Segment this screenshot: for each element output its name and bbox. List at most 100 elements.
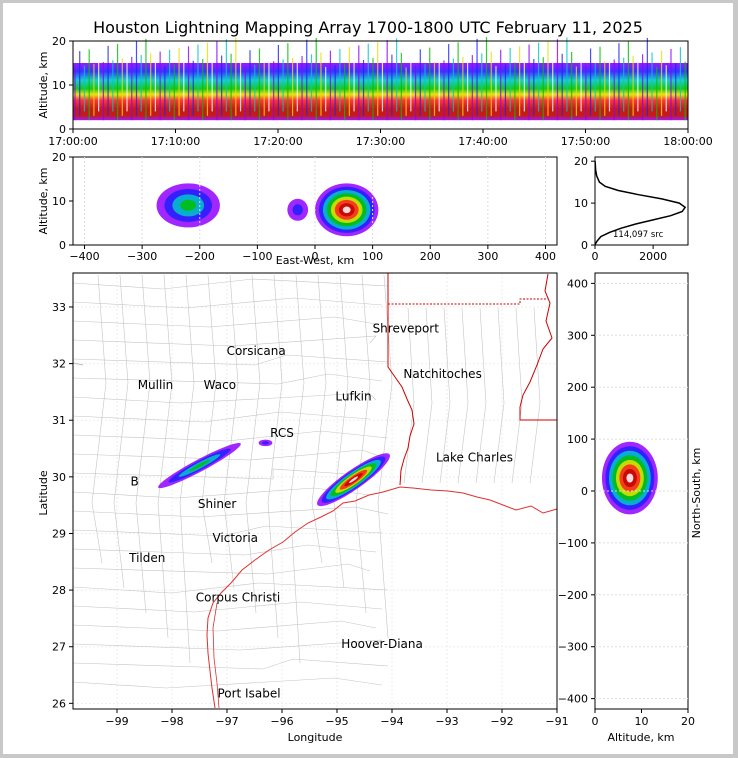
ns-height-ytick-label: −300 [558, 641, 588, 654]
plan-view-xlabel: Longitude [288, 731, 343, 744]
plan-view-ytick-label: 30 [52, 471, 66, 484]
county-line [72, 658, 389, 670]
parish-line [493, 307, 505, 484]
county-line [72, 392, 377, 404]
time-height-ytick-label: 0 [59, 123, 66, 136]
histogram-frame [594, 156, 689, 246]
county-line [289, 274, 305, 664]
plan-view-grid [73, 273, 558, 709]
time-height-xtick-label: 18:00:00 [663, 135, 712, 148]
ew-height-cluster-1-level-7 [342, 206, 351, 214]
city-label: Natchitoches [403, 367, 481, 381]
altitude-histogram-panel: 0 2000 0 10 20 114,097 src [574, 155, 689, 263]
histogram-ytick-label: 10 [574, 197, 588, 210]
arkansas-louisiana-border [388, 298, 548, 305]
ns-height-ytick-label: −100 [558, 537, 588, 550]
ew-height-xlabel: East-West, km [276, 254, 354, 267]
ew-height-xtick-label: −200 [185, 250, 215, 263]
city-label: Hoover-Diana [341, 637, 423, 651]
city-label: Shiner [198, 497, 237, 511]
county-line [245, 274, 261, 614]
county-line [72, 468, 377, 480]
parish-line [421, 307, 433, 484]
ew-height-cluster-0-level-3 [180, 199, 197, 211]
time-height-ytick-label: 10 [52, 79, 66, 92]
plan-view-xtick-label: −97 [215, 715, 238, 728]
county-line [72, 506, 389, 518]
time-height-streaks [74, 37, 686, 121]
city-label: B [130, 474, 138, 488]
ew-height-ylabel: Altitude, km [37, 167, 50, 234]
plan-view-ytick-label: 28 [52, 584, 66, 597]
ns-height-ytick-label: 200 [567, 381, 588, 394]
city-label: Lufkin [335, 389, 371, 403]
ew-height-xtick-label: 400 [535, 250, 556, 263]
ew-height-xtick-label: −300 [127, 250, 157, 263]
city-label: Lake Charles [436, 451, 513, 465]
time-height-xtick-label: 17:40:00 [458, 135, 507, 148]
county-line [72, 411, 371, 423]
figure-title: Houston Lightning Mapping Array 1700-180… [93, 18, 643, 37]
time-height-xtick-label: 17:30:00 [356, 135, 405, 148]
ns-height-ylabel: North-South, km [690, 448, 703, 539]
county-line [72, 449, 383, 461]
county-line [267, 274, 283, 639]
gulf-coastline [206, 486, 558, 709]
county-line [157, 274, 173, 639]
county-line [72, 354, 389, 366]
plan-view-frame [72, 272, 558, 710]
city-label: Shreveport [373, 321, 440, 335]
county-line [72, 601, 383, 613]
histogram-ticks: 0 2000 0 10 20 [574, 155, 667, 263]
county-line [91, 274, 107, 564]
county-line [333, 274, 349, 589]
county-line [179, 274, 195, 664]
county-line [72, 620, 377, 632]
city-label: Waco [204, 378, 236, 392]
plan-view-source-region-2-level-1 [262, 441, 269, 445]
plan-view-xtick-label: −92 [490, 715, 513, 728]
ew-height-xtick-label: 0 [312, 250, 319, 263]
city-label: Corpus Christi [196, 590, 281, 604]
plan-view-source-region-1-level-7 [348, 476, 359, 483]
parish-line [457, 307, 469, 484]
county-line [72, 563, 371, 575]
city-label: Port Isabel [217, 687, 280, 701]
plan-view-xtick-label: −98 [160, 715, 183, 728]
ew-height-ytick-label: 20 [52, 151, 66, 164]
ns-height-ytick-label: −200 [558, 589, 588, 602]
county-line [72, 639, 383, 651]
time-height-xtick-label: 17:00:00 [48, 135, 97, 148]
time-height-xtick-label: 17:10:00 [151, 135, 200, 148]
ns-height-xtick-label: 0 [592, 715, 599, 728]
histogram-ytick-label: 20 [574, 155, 588, 168]
plan-view-ticks: −99 −98 −97 −96 −95 −94 −93 −92 −91 26 27 28 29 30 31 3… [52, 301, 569, 728]
ew-height-xtick-label: −100 [242, 250, 272, 263]
figure-svg: Houston Lightning Mapping Array 1700-180… [37, 18, 713, 744]
ew-height-xtick-label: 200 [420, 250, 441, 263]
histogram-ytick-label: 0 [581, 239, 588, 252]
ew-height-ytick-label: 0 [59, 239, 66, 252]
county-line [311, 274, 327, 564]
ns-height-ytick-label: −400 [558, 693, 588, 706]
ns-height-xtick-label: 20 [681, 715, 695, 728]
histogram-xtick-label: 2000 [639, 250, 667, 263]
plan-view-xtick-label: −93 [435, 715, 458, 728]
ns-height-ytick-label: 300 [567, 329, 588, 342]
parish-line [403, 307, 415, 484]
plan-view-xtick-label: −91 [545, 715, 568, 728]
plan-view-panel: Shreveport Corsicana Natchitoches Mullin Wac… [37, 272, 569, 744]
city-label: Corsicana [227, 344, 286, 358]
ns-height-clusters [601, 441, 658, 515]
ns-height-xlabel: Altitude, km [607, 731, 674, 744]
plan-view-xtick-label: −94 [380, 715, 403, 728]
plan-view-ytick-label: 27 [52, 641, 66, 654]
plan-view-ytick-label: 26 [52, 697, 66, 710]
plan-view-source-regions [158, 439, 390, 507]
parish-line [475, 307, 487, 484]
plan-view-ytick-label: 32 [52, 358, 66, 371]
ew-height-ticks: −400 −300 −200 −100 0 100 200 300 400 0 10 20 [52, 151, 556, 263]
figure-canvas: Houston Lightning Mapping Array 1700-180… [3, 3, 733, 754]
mississippi-river-border [519, 273, 557, 421]
histogram-annotation: 114,097 src [613, 230, 664, 240]
